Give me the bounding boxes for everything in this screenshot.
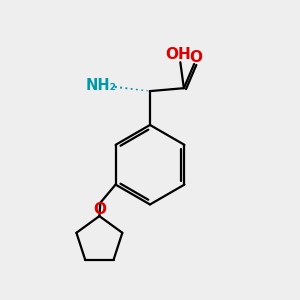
Text: OH: OH <box>165 46 191 62</box>
Text: O: O <box>93 202 106 217</box>
Text: NH₂: NH₂ <box>85 78 116 93</box>
Text: O: O <box>189 50 202 65</box>
